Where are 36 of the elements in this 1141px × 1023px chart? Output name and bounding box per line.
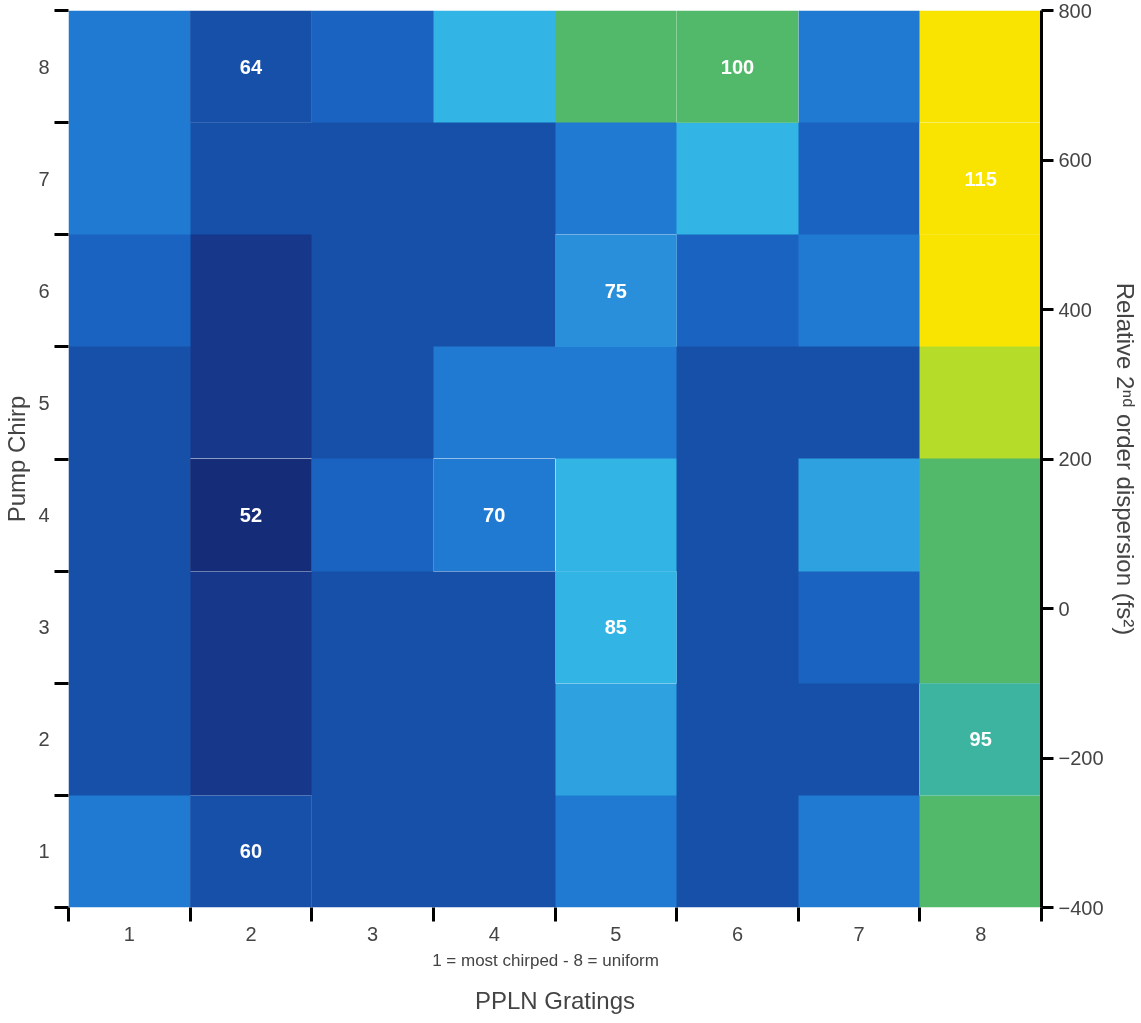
data-label: 75 (604, 279, 627, 302)
x-tick-label: 1 (123, 922, 135, 945)
data-label: 115 (964, 167, 997, 190)
data-label: 95 (969, 728, 992, 751)
x-tick-label: 5 (610, 922, 622, 945)
x-tick-label: 6 (731, 922, 743, 945)
y2-tick-label: 400 (1058, 298, 1092, 321)
x-tick-label: 7 (853, 922, 865, 945)
x-axis-title: PPLN Gratings (474, 986, 636, 1014)
x-tick-label: 8 (975, 922, 987, 945)
y2-tick-label: 0 (1058, 597, 1070, 620)
data-label: 64 (239, 55, 263, 78)
y2-tick-label: 600 (1058, 149, 1092, 171)
y-tick-label: 7 (38, 167, 50, 190)
x-tick-label: 4 (488, 922, 500, 945)
data-label: 52 (239, 504, 263, 527)
data-label: 70 (483, 504, 506, 527)
data-label: 60 (239, 840, 263, 863)
data-label: 85 (604, 616, 627, 639)
data-label: 100 (720, 55, 755, 78)
y-tick-label: 5 (38, 391, 50, 414)
text: 1 = most chirped - 8 = uniform (432, 950, 659, 970)
y-tick-label: 3 (38, 616, 50, 639)
y2-tick-label: 200 (1058, 448, 1092, 470)
y2-axis-title: Relative 2ⁿᵈ order dispersion (fs²) (1111, 282, 1139, 636)
x-tick-label: 3 (367, 922, 379, 945)
y-tick-label: 8 (38, 55, 50, 78)
y-axis-title: Pump Chirp (3, 395, 31, 523)
y-tick-label: 1 (38, 840, 50, 863)
y-tick-label: 2 (38, 728, 50, 751)
y-tick-label: 6 (38, 279, 50, 302)
y2-tick-label: −400 (1058, 896, 1104, 919)
x-tick-label: 2 (245, 922, 257, 945)
y2-tick-label: 800 (1058, 0, 1092, 22)
y2-tick-label: −200 (1058, 747, 1104, 769)
y-tick-label: 4 (38, 504, 50, 527)
